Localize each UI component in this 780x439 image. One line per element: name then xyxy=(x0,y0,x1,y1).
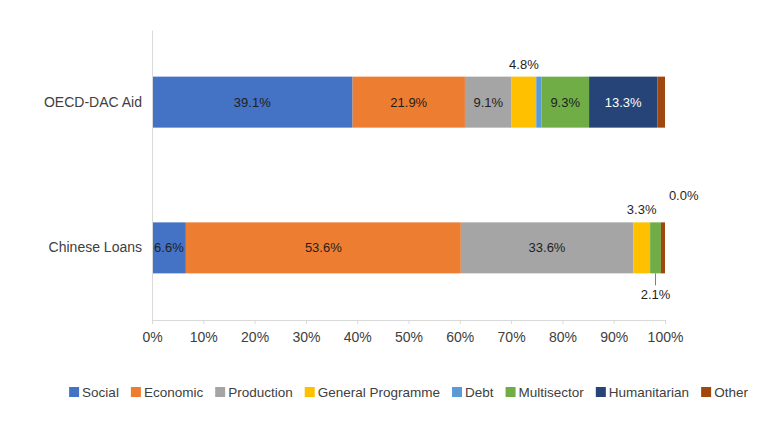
y-tick: Chinese Loans xyxy=(49,239,152,255)
x-tick-mark xyxy=(665,320,666,324)
bar-segment xyxy=(657,77,665,128)
legend-swatch xyxy=(305,387,315,397)
bar-segment xyxy=(536,77,541,128)
legend-item: Economic xyxy=(131,385,204,400)
data-label: 21.9% xyxy=(390,95,427,110)
bar-segment xyxy=(589,77,657,128)
legend-label: Other xyxy=(714,385,748,400)
y-tick: OECD-DAC Aid xyxy=(44,94,152,110)
x-tick-mark xyxy=(203,320,204,324)
x-tick: 90% xyxy=(600,320,628,345)
x-tick-mark xyxy=(614,320,615,324)
x-tick-mark xyxy=(511,320,512,324)
x-axis-line xyxy=(153,321,666,325)
data-label: 2.1% xyxy=(641,287,671,302)
x-tick: 40% xyxy=(344,320,372,345)
data-label: 9.3% xyxy=(550,95,580,110)
data-label: 13.3% xyxy=(605,95,642,110)
x-tick-label: 100% xyxy=(648,329,684,345)
legend-label: Humanitarian xyxy=(609,385,689,400)
legend-label: Debt xyxy=(465,385,494,400)
x-tick-label: 20% xyxy=(241,329,269,345)
x-axis: 0% 10% 20% 30% 40% 50% 60% 70% 80% 90% 100% xyxy=(142,320,683,345)
x-tick-label: 90% xyxy=(600,329,628,345)
y-axis-line xyxy=(152,31,153,321)
data-label: 0.0% xyxy=(669,188,699,203)
plot: 0% 10% 20% 30% 40% 50% 60% 70% 80% 90% 100% OECD-DA… xyxy=(44,31,699,345)
x-tick: 80% xyxy=(549,320,577,345)
x-tick: 70% xyxy=(498,320,526,345)
legend-swatch xyxy=(596,387,606,397)
x-tick-mark xyxy=(562,320,563,324)
data-label: 9.1% xyxy=(473,95,503,110)
data-label: 53.6% xyxy=(305,240,342,255)
x-tick-mark xyxy=(306,320,307,324)
x-tick-label: 50% xyxy=(395,329,423,345)
legend-swatch xyxy=(701,387,711,397)
bar-segment xyxy=(661,222,665,273)
legend-item: General Programme xyxy=(305,385,440,400)
legend-swatch xyxy=(69,387,79,397)
x-tick-label: 70% xyxy=(498,329,526,345)
x-tick-mark xyxy=(152,320,153,324)
legend: Social Economic Production General Programm… xyxy=(69,385,748,400)
y-axis: OECD-DAC Aid Chinese Loans xyxy=(44,31,153,321)
bar-segment xyxy=(152,77,353,128)
data-label: 6.6% xyxy=(154,240,184,255)
x-tick: 30% xyxy=(292,320,320,345)
x-tick-label: 40% xyxy=(344,329,372,345)
x-tick-label: 80% xyxy=(549,329,577,345)
bar-segment xyxy=(152,222,186,273)
legend-label: Multisector xyxy=(519,385,585,400)
legend-label: General Programme xyxy=(318,385,440,400)
data-label: 39.1% xyxy=(234,95,271,110)
x-tick: 10% xyxy=(190,320,218,345)
data-labels: 39.1% 21.9% 9.1% 4.8% 9.3% 13.3% 6.6% 53.6% 33.6… xyxy=(154,57,699,303)
x-tick: 20% xyxy=(241,320,269,345)
x-tick-label: 0% xyxy=(142,329,162,345)
bar-segment xyxy=(633,222,650,273)
leader-line xyxy=(655,273,656,285)
legend-item: Humanitarian xyxy=(596,385,689,400)
x-tick-mark xyxy=(357,320,358,324)
legend-label: Social xyxy=(82,385,119,400)
legend-item: Social xyxy=(69,385,119,400)
legend-label: Economic xyxy=(144,385,204,400)
bar-segment xyxy=(650,222,661,273)
bar-segment xyxy=(461,222,633,273)
x-tick: 0% xyxy=(142,320,162,345)
x-tick-label: 10% xyxy=(190,329,218,345)
legend-swatch xyxy=(215,387,225,397)
bar-segment xyxy=(541,77,589,128)
legend-swatch xyxy=(131,387,141,397)
legend-swatch xyxy=(452,387,462,397)
legend-label: Production xyxy=(228,385,293,400)
x-tick-mark xyxy=(255,320,256,324)
data-label: 33.6% xyxy=(529,240,566,255)
data-label: 3.3% xyxy=(627,202,657,217)
legend-item: Production xyxy=(215,385,293,400)
x-tick-label: 30% xyxy=(292,329,320,345)
chart: 0% 10% 20% 30% 40% 50% 60% 70% 80% 90% 100% OECD-DA… xyxy=(0,0,780,439)
bars xyxy=(152,77,665,274)
y-tick-label: Chinese Loans xyxy=(49,239,142,255)
x-tick: 100% xyxy=(648,320,684,345)
x-tick-label: 60% xyxy=(446,329,474,345)
y-tick-label: OECD-DAC Aid xyxy=(44,94,142,110)
x-tick-mark xyxy=(409,320,410,324)
data-label: 4.8% xyxy=(509,57,539,72)
bar-segment xyxy=(186,222,461,273)
bar-segment xyxy=(353,77,465,128)
legend-swatch xyxy=(506,387,516,397)
legend-item: Multisector xyxy=(506,385,585,400)
legend-item: Other xyxy=(701,385,748,400)
x-tick-mark xyxy=(460,320,461,324)
bar-segment xyxy=(465,77,512,128)
x-tick: 60% xyxy=(446,320,474,345)
legend-item: Debt xyxy=(452,385,494,400)
bar-segment xyxy=(512,77,537,128)
x-tick: 50% xyxy=(395,320,423,345)
